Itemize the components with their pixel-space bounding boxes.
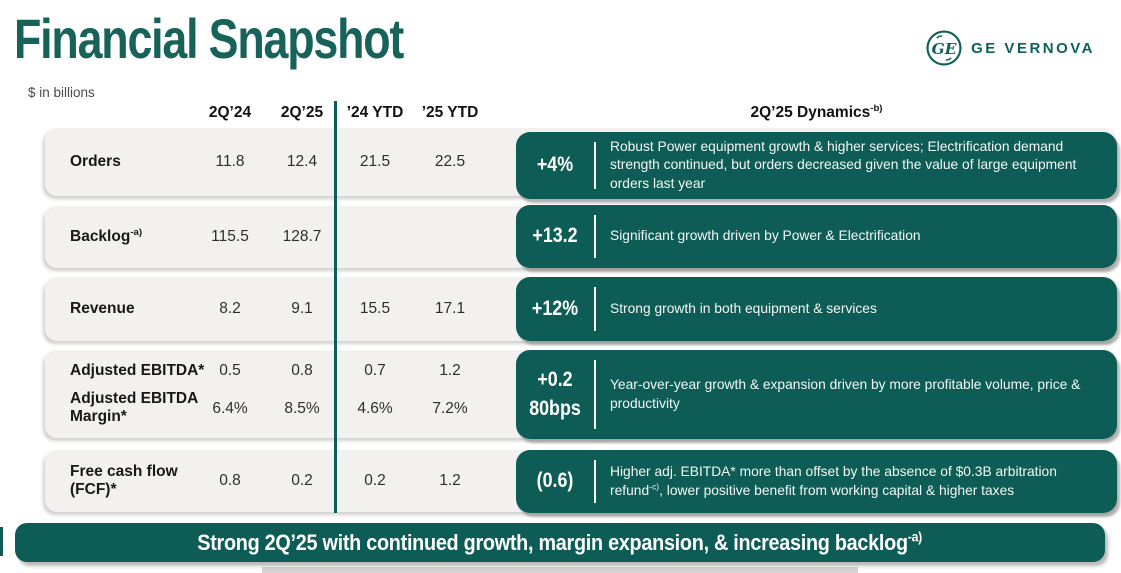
delta-badge: +0.2 80bps [522,366,588,423]
dynamics-card-revenue: +12% Strong growth in both equipment & s… [516,277,1117,341]
row-label: Adjusted EBITDA* [70,362,205,380]
card-divider [594,360,596,429]
card-divider [594,215,596,258]
col-header-24ytd: ’24 YTD [346,104,404,121]
row-label-margin: Adjusted EBITDA Margin* [70,390,198,425]
next-slide-edge [262,567,858,573]
dynamics-note: Robust Power equipment growth & higher s… [610,139,1077,191]
delta-badge: +12% [531,296,579,320]
brand-name: GE VERNOVA [971,39,1095,57]
revenue-24ytd: 15.5 [359,300,391,317]
orders-2q25: 12.4 [286,153,318,170]
margin-2q24: 6.4% [212,400,248,417]
delta-badge-line2: 80bps [529,396,581,420]
ge-vernova-logo: GE GE VERNOVA [926,30,1095,66]
ge-monogram-icon: GE [926,30,962,66]
page-edge-sliver [0,527,3,556]
fcf-2q24: 0.8 [219,472,241,489]
banner-footnote-marker: -a) [908,529,923,545]
dynamics-footnote-marker: -b) [870,102,883,114]
delta-badge: +4% [536,153,574,177]
card-divider [594,460,596,503]
backlog-2q25: 128.7 [282,228,322,245]
revenue-2q25: 9.1 [291,300,313,317]
ebitda-2q25: 0.8 [291,362,313,379]
col-header-25ytd: ’25 YTD [421,104,479,121]
revenue-25ytd: 17.1 [434,300,466,317]
dynamics-note: Significant growth driven by Power & Ele… [610,228,921,244]
ebitda-25ytd: 1.2 [439,362,461,379]
card-divider [594,287,596,331]
orders-2q24: 11.8 [215,153,245,170]
page-title: Financial Snapshot [14,7,404,70]
margin-24ytd: 4.6% [357,400,393,417]
dynamics-note: Higher adj. EBITDA* more than offset by … [610,464,1057,498]
col-header-dynamics: 2Q’25 Dynamics-b) [750,102,883,121]
row-label: Revenue [70,300,135,318]
dynamics-card-backlog: +13.2 Significant growth driven by Power… [516,205,1117,268]
card-divider [594,142,596,189]
fcf-25ytd: 1.2 [439,472,461,489]
units-note: $ in billions [28,85,95,100]
revenue-2q24: 8.2 [219,300,241,317]
summary-banner-text: Strong 2Q’25 with continued growth, marg… [197,529,923,555]
row-label: Free cash flow (FCF)* [70,463,178,498]
row-label: Backlog-a) [70,226,143,246]
col-header-2q24: 2Q’24 [208,104,252,121]
fcf-24ytd: 0.2 [364,472,386,489]
row-label: Orders [70,153,121,171]
fcf-2q25: 0.2 [291,472,313,489]
ebitda-24ytd: 0.7 [364,362,386,379]
backlog-2q24: 115.5 [211,228,249,245]
dynamics-card-fcf: (0.6) Higher adj. EBITDA* more than offs… [516,450,1117,513]
orders-24ytd: 21.5 [359,153,391,170]
backlog-footnote-marker: -a) [130,226,143,238]
orders-25ytd: 22.5 [434,153,466,170]
refund-footnote-marker: -c) [649,480,660,491]
dynamics-note: Strong growth in both equipment & servic… [610,300,877,316]
dynamics-note: Year-over-year growth & expansion driven… [610,377,1081,411]
margin-2q25: 8.5% [284,400,320,417]
delta-badge: (0.6) [536,469,574,493]
margin-25ytd: 7.2% [432,400,468,417]
dynamics-card-orders: +4% Robust Power equipment growth & high… [516,132,1117,199]
dynamics-card-ebitda: +0.2 80bps Year-over-year growth & expan… [516,350,1117,439]
quarter-ytd-divider [334,101,337,513]
delta-badge: +13.2 [532,224,578,248]
col-header-2q25: 2Q’25 [280,104,324,121]
delta-badge-line1: +0.2 [537,368,573,392]
summary-banner: Strong 2Q’25 with continued growth, marg… [15,523,1105,562]
ebitda-2q24: 0.5 [219,362,241,379]
svg-text:GE: GE [932,40,957,58]
